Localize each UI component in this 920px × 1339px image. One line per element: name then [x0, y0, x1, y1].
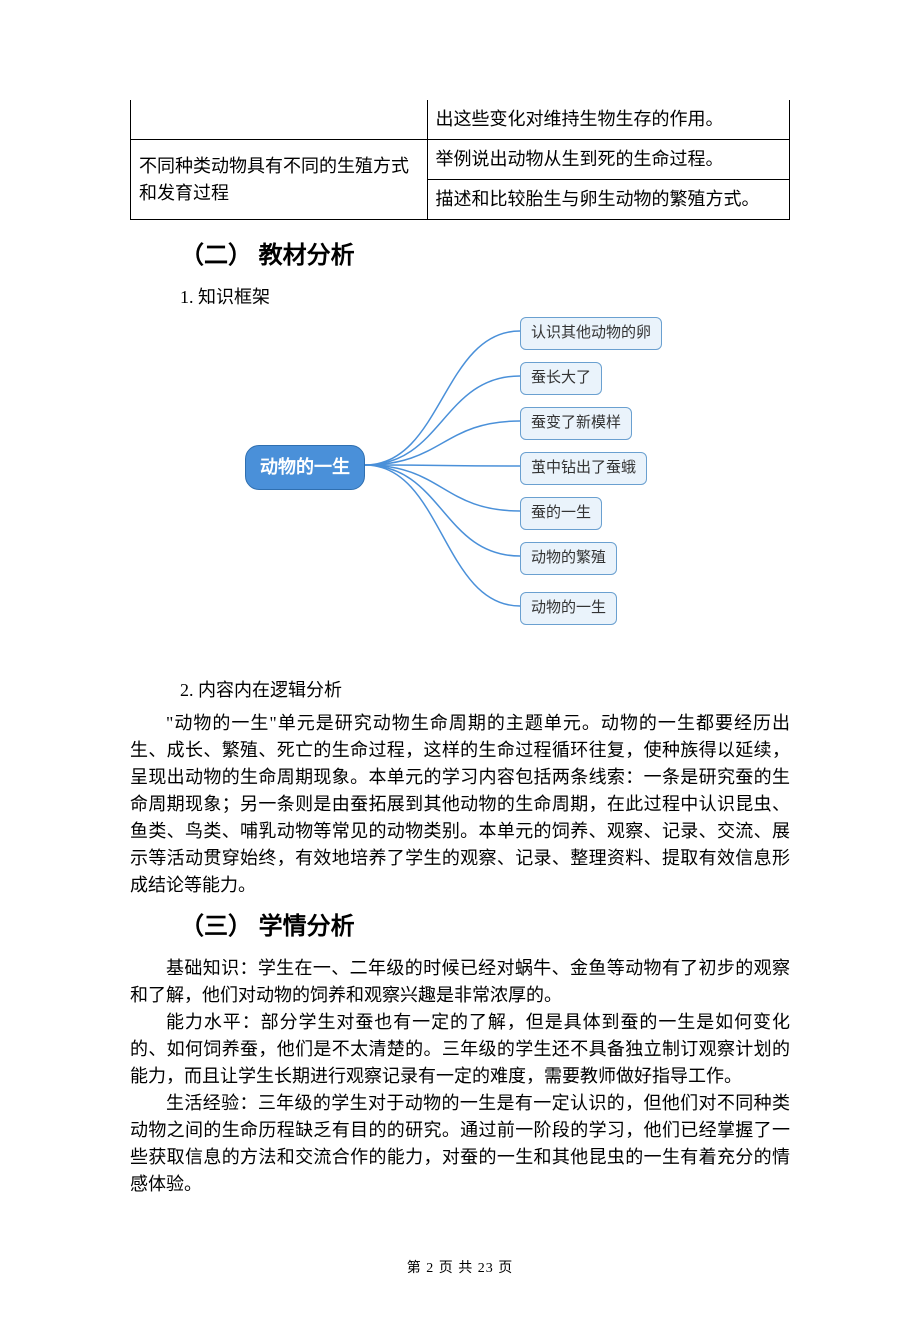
- table-row: 出这些变化对维持生物生存的作用。: [131, 100, 790, 140]
- table-row: 不同种类动物具有不同的生殖方式和发育过程 举例说出动物从生到死的生命过程。: [131, 140, 790, 180]
- diagram-leaf-node: 动物的一生: [520, 592, 617, 625]
- diagram-leaf-node: 蚕长大了: [520, 362, 602, 395]
- diagram-leaf-node: 蚕变了新模样: [520, 407, 632, 440]
- diagram-leaf-node: 动物的繁殖: [520, 542, 617, 575]
- document-page: 出这些变化对维持生物生存的作用。 不同种类动物具有不同的生殖方式和发育过程 举例…: [0, 0, 920, 1339]
- table-cell: 不同种类动物具有不同的生殖方式和发育过程: [131, 140, 428, 220]
- paragraph: "动物的一生"单元是研究动物生命周期的主题单元。动物的一生都要经历出生、成长、繁…: [130, 710, 790, 899]
- section-heading-3: （三） 学情分析: [180, 909, 790, 945]
- table-cell: 出这些变化对维持生物生存的作用。: [427, 100, 789, 140]
- knowledge-diagram: 动物的一生认识其他动物的卵蚕长大了蚕变了新模样茧中钻出了蚕蛾蚕的一生动物的繁殖动…: [130, 317, 790, 647]
- section-heading-2: （二） 教材分析: [180, 238, 790, 274]
- subheading-2: 2. 内容内在逻辑分析: [180, 677, 790, 704]
- paragraph: 生活经验：三年级的学生对于动物的一生是有一定认识的，但他们对不同种类动物之间的生…: [130, 1090, 790, 1198]
- diagram-leaf-node: 蚕的一生: [520, 497, 602, 530]
- diagram-leaf-node: 茧中钻出了蚕蛾: [520, 452, 647, 485]
- page-footer: 第 2 页 共 23 页: [130, 1258, 790, 1279]
- table-cell: 描述和比较胎生与卵生动物的繁殖方式。: [427, 180, 789, 220]
- paragraph: 基础知识：学生在一、二年级的时候已经对蜗牛、金鱼等动物有了初步的观察和了解，他们…: [130, 955, 790, 1009]
- table-cell: 举例说出动物从生到死的生命过程。: [427, 140, 789, 180]
- subheading-1: 1. 知识框架: [180, 284, 790, 311]
- diagram-center-node: 动物的一生: [245, 445, 365, 490]
- paragraph: 能力水平：部分学生对蚕也有一定的了解，但是具体到蚕的一生是如何变化的、如何饲养蚕…: [130, 1009, 790, 1090]
- diagram-leaf-node: 认识其他动物的卵: [520, 317, 662, 350]
- standards-table: 出这些变化对维持生物生存的作用。 不同种类动物具有不同的生殖方式和发育过程 举例…: [130, 100, 790, 220]
- table-cell-empty: [131, 100, 428, 140]
